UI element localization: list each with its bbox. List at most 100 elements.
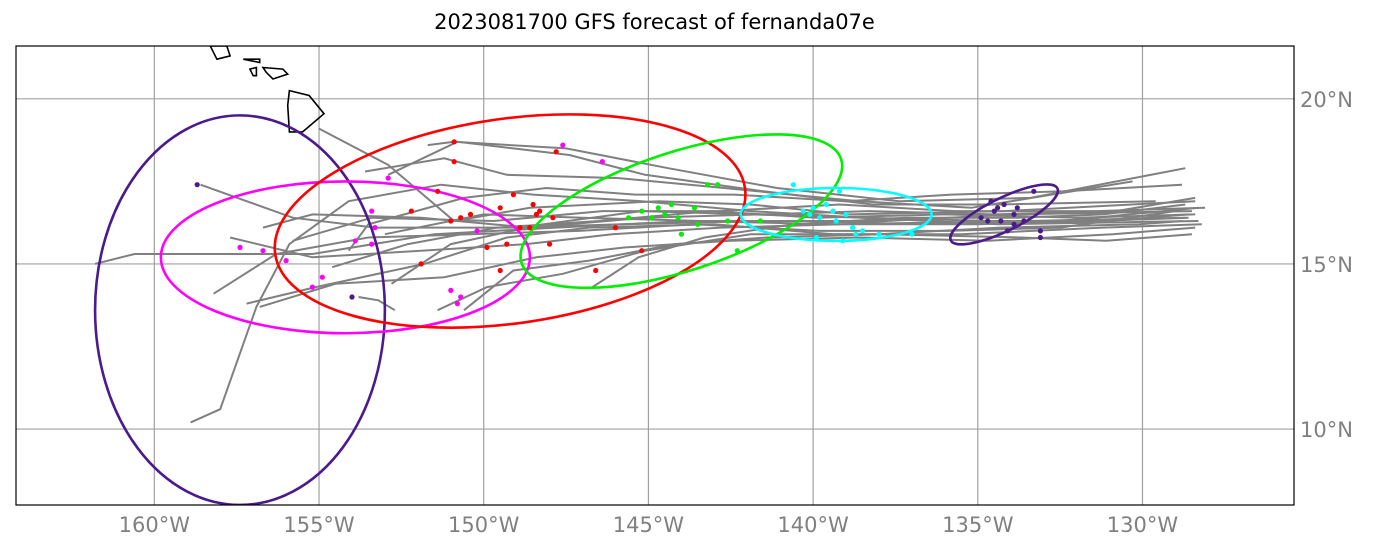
forecast-point <box>448 287 454 293</box>
forecast-point <box>593 267 599 274</box>
forecast-point <box>675 215 681 221</box>
ensemble-track <box>591 203 1186 288</box>
spread-ellipse <box>273 113 747 329</box>
spread-ellipse <box>949 183 1060 246</box>
forecast-point <box>553 149 559 155</box>
forecast-point <box>988 198 994 204</box>
forecast-point <box>978 215 984 221</box>
forecast-point <box>1011 211 1017 217</box>
forecast-point <box>807 211 813 217</box>
lat-tick-label: 20°N <box>1300 88 1353 112</box>
lon-tick-label: 130°W <box>1107 513 1179 537</box>
forecast-point <box>909 231 915 237</box>
forecast-point <box>510 192 516 198</box>
forecast-point <box>876 231 882 237</box>
forecast-point <box>695 221 701 227</box>
forecast-point <box>408 208 414 214</box>
forecast-point <box>1021 218 1027 224</box>
spread-ellipse <box>739 186 933 243</box>
lon-tick-label: 135°W <box>942 513 1014 537</box>
forecast-point <box>474 228 480 234</box>
forecast-point <box>454 301 460 307</box>
forecast-point <box>458 294 464 300</box>
lon-tick-label: 145°W <box>613 513 685 537</box>
forecast-point <box>1037 228 1043 234</box>
forecast-point <box>1037 234 1043 241</box>
forecast-point <box>985 218 991 224</box>
forecast-point <box>612 225 619 231</box>
island-outline <box>248 66 258 77</box>
forecast-point <box>995 205 1001 211</box>
forecast-point <box>836 188 843 194</box>
forecast-point <box>800 208 806 214</box>
forecast-point <box>349 294 355 300</box>
lat-tick-label: 10°N <box>1300 418 1353 442</box>
forecast-point <box>853 231 859 237</box>
forecast-point <box>448 218 454 224</box>
ensemble-track <box>229 216 1189 259</box>
lon-tick-label: 160°W <box>119 513 191 537</box>
forecast-point <box>260 248 266 254</box>
forecast-point <box>458 215 464 221</box>
forecast-point <box>194 182 200 188</box>
island-outline <box>243 58 261 64</box>
ensemble-track <box>463 233 1192 311</box>
forecast-point <box>369 208 375 214</box>
forecast-point <box>530 201 536 208</box>
island-outline <box>161 23 178 36</box>
forecast-point <box>1031 188 1037 194</box>
forecast-point <box>309 284 315 290</box>
forecast-point <box>517 225 523 231</box>
forecast-point <box>467 211 474 217</box>
forecast-point <box>283 258 289 264</box>
forecast-point <box>504 241 510 247</box>
forecast-point <box>547 241 553 247</box>
forecast-point <box>537 208 543 214</box>
forecast-point <box>497 205 503 211</box>
forecast-point <box>1004 228 1011 234</box>
forecast-point <box>237 244 243 250</box>
forecast-point <box>1014 205 1020 211</box>
forecast-point <box>817 215 823 221</box>
forecast-point <box>369 241 375 247</box>
forecast-positions <box>194 139 1043 307</box>
forecast-point <box>662 211 668 217</box>
hawaii-coastline <box>161 23 326 133</box>
forecast-point <box>715 182 721 188</box>
spread-ellipse <box>519 133 844 290</box>
tick-labels: 160°W 155°W 150°W 145°W 140°W 135°W 130°W 10°N 1… <box>119 88 1353 537</box>
forecast-point <box>319 274 325 280</box>
ensemble-track <box>427 140 1186 203</box>
ensemble-track <box>437 220 1183 312</box>
forecast-point <box>1011 221 1017 227</box>
forecast-point <box>790 182 796 188</box>
map-background <box>16 46 1294 505</box>
ensemble-track <box>213 210 1176 295</box>
map-frame <box>15 45 1295 506</box>
ensemble-track <box>318 127 1196 223</box>
forecast-point <box>823 201 829 208</box>
forecast-point <box>705 182 711 188</box>
forecast-point <box>550 215 556 221</box>
forecast-point <box>626 215 632 221</box>
forecast-point <box>691 205 698 211</box>
forecast-point <box>813 234 820 241</box>
forecast-point <box>352 238 358 244</box>
lat-tick-label: 15°N <box>1300 253 1353 277</box>
forecast-point <box>830 208 836 214</box>
forecast-point <box>757 218 764 224</box>
forecast-point <box>840 238 846 244</box>
forecast-point <box>451 139 457 145</box>
forecast-point <box>668 201 675 208</box>
forecast-point <box>372 225 378 231</box>
forecast-point <box>991 208 997 214</box>
forecast-point <box>850 225 856 231</box>
forecast-point <box>678 231 685 237</box>
forecast-point <box>859 228 866 234</box>
island-outline <box>261 66 290 80</box>
forecast-point <box>435 188 441 194</box>
forecast-point <box>724 218 731 224</box>
forecast-point <box>843 211 849 217</box>
forecast-point <box>998 218 1004 224</box>
